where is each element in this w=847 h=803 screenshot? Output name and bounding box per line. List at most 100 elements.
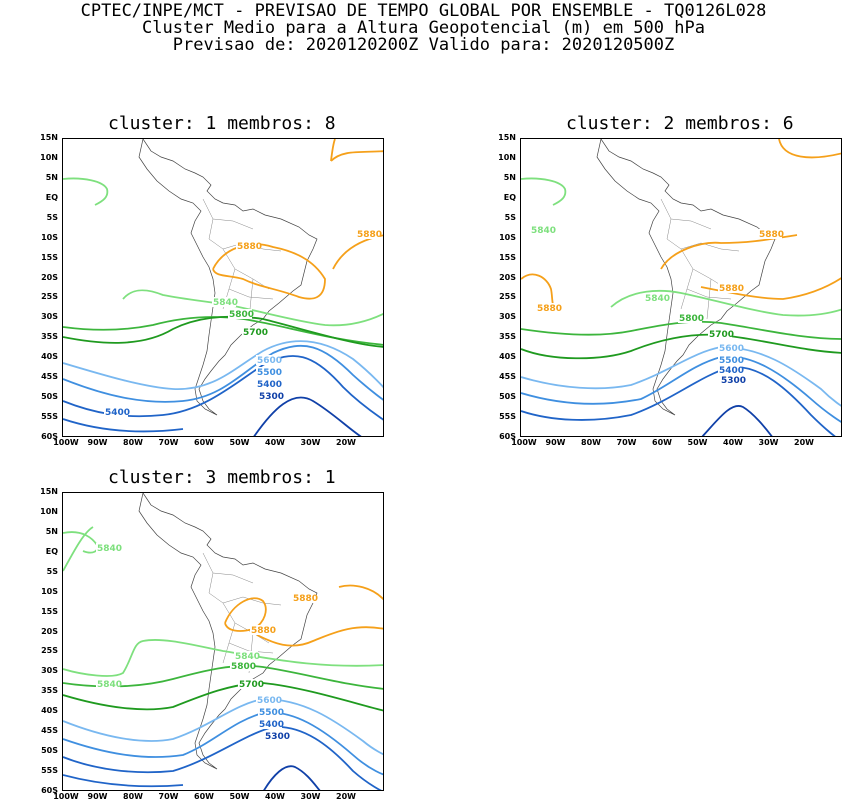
contour-label: 5880 bbox=[251, 626, 276, 636]
coastline bbox=[596, 139, 776, 416]
contour-label-bg bbox=[212, 297, 236, 307]
lon-tick-label: 40W bbox=[723, 438, 743, 447]
lat-tick-label: 10S bbox=[41, 586, 58, 596]
contour-label: 5840 bbox=[97, 544, 122, 554]
lon-tick-label: 50W bbox=[229, 438, 250, 447]
figure-header: CPTEC/INPE/MCT - PREVISAO DE TEMPO GLOBA… bbox=[0, 0, 847, 54]
lon-tick-label: 60W bbox=[194, 438, 214, 447]
contour-label-bg bbox=[96, 679, 120, 689]
lat-tick-label: 10S bbox=[41, 232, 58, 242]
contour-label-bg bbox=[718, 283, 742, 293]
lat-tick-label: 40S bbox=[499, 352, 516, 362]
contour-label-bg bbox=[230, 661, 254, 671]
lat-tick-label: EQ bbox=[45, 192, 58, 202]
contour-5800 bbox=[63, 665, 383, 690]
lat-tick-label: 20S bbox=[41, 626, 58, 636]
lat-tick-label: 45S bbox=[41, 726, 58, 736]
contour-label: 5880 bbox=[759, 230, 784, 240]
lat-tick-label: 10S bbox=[499, 232, 516, 242]
contour-label-bg bbox=[720, 375, 744, 385]
contour-5500 bbox=[63, 345, 383, 403]
panel-title: cluster: 3 membros: 1 bbox=[108, 467, 336, 488]
contour-label-bg bbox=[256, 367, 280, 377]
contour-5880b bbox=[660, 234, 798, 270]
lat-tick-label: 15N bbox=[40, 487, 58, 496]
contour-label: 5400 bbox=[719, 366, 744, 376]
contour-label: 5880 bbox=[719, 284, 744, 294]
contour-5880a bbox=[778, 139, 841, 159]
lat-tick-label: 55S bbox=[41, 766, 58, 776]
contour-label: 5400 bbox=[257, 380, 282, 390]
header-line-2: Cluster Medio para a Altura Geopotencial… bbox=[142, 18, 705, 38]
contour-5840b bbox=[63, 526, 94, 572]
map-frame: 5880 5840 5800 5700 5600 5500 5400 5300 5880 5840… bbox=[62, 492, 384, 791]
contour-label: 5600 bbox=[719, 344, 744, 354]
contour-5600 bbox=[63, 340, 383, 390]
lon-tick-label: 20W bbox=[794, 438, 814, 447]
lon-tick-label: 80W bbox=[123, 792, 143, 801]
lat-tick-label: 15N bbox=[498, 133, 516, 142]
panel-title: cluster: 1 membros: 8 bbox=[108, 113, 336, 134]
lon-tick-label: 100W bbox=[53, 438, 79, 447]
lon-tick-label: 90W bbox=[87, 438, 108, 447]
contour-label-bg bbox=[256, 695, 280, 705]
contour-5880c bbox=[256, 626, 383, 647]
contour-label: 5800 bbox=[231, 662, 256, 672]
contour-label: 5700 bbox=[239, 680, 264, 690]
contour-label: 5880 bbox=[293, 594, 318, 604]
lon-tick-label: 60W bbox=[194, 792, 214, 801]
contour-5840b bbox=[610, 289, 841, 317]
contour-label: 5300 bbox=[259, 392, 284, 402]
contour-5400b bbox=[63, 418, 184, 433]
contour-label-bg bbox=[644, 293, 668, 303]
contour-label-bg bbox=[228, 309, 252, 319]
contour-label-bg bbox=[236, 241, 260, 251]
lat-tick-label: 15S bbox=[41, 606, 58, 616]
lon-tick-label: 40W bbox=[265, 792, 285, 801]
contour-label-bg bbox=[256, 355, 280, 365]
lat-tick-label: 5N bbox=[45, 172, 58, 182]
lat-tick-label: 20S bbox=[499, 272, 516, 282]
lat-tick-label: 55S bbox=[499, 412, 516, 422]
lat-tick-label: 10N bbox=[498, 152, 516, 162]
lon-tick-label: 50W bbox=[687, 438, 708, 447]
lat-tick-label: 5S bbox=[46, 566, 58, 576]
contour-5300 bbox=[263, 765, 321, 790]
contour-label: 5840 bbox=[531, 226, 556, 236]
lat-tick-label: 60S bbox=[41, 786, 58, 795]
lat-tick-label: 50S bbox=[41, 746, 58, 756]
contour-label-bg bbox=[292, 593, 316, 603]
lat-tick-label: 50S bbox=[499, 392, 516, 402]
contour-map: 5880584058005700560055005400530058805840… bbox=[63, 493, 383, 790]
contour-label: 5500 bbox=[259, 708, 284, 718]
lat-tick-label: 35S bbox=[41, 332, 58, 342]
contour-5840c bbox=[63, 639, 383, 677]
contour-5300 bbox=[253, 396, 362, 436]
contour-label-bg bbox=[250, 625, 274, 635]
contour-label: 5800 bbox=[679, 314, 704, 324]
lat-tick-label: 5N bbox=[503, 172, 516, 182]
contour-label-bg bbox=[256, 379, 280, 389]
lon-tick-label: 70W bbox=[158, 438, 179, 447]
lon-tick-label: 20W bbox=[336, 438, 356, 447]
contour-label-bg bbox=[718, 365, 742, 375]
contour-label: 5800 bbox=[229, 310, 254, 320]
lon-tick-label: 30W bbox=[300, 438, 321, 447]
lon-tick-label: 100W bbox=[511, 438, 537, 447]
lon-tick-label: 50W bbox=[229, 792, 250, 801]
lon-tick-label: 70W bbox=[616, 438, 637, 447]
contour-5500 bbox=[521, 355, 841, 423]
lon-tick-label: 80W bbox=[123, 438, 143, 447]
lat-tick-label: 20S bbox=[41, 272, 58, 282]
lon-tick-label: 20W bbox=[336, 792, 356, 801]
header-line-1: CPTEC/INPE/MCT - PREVISAO DE TEMPO GLOBA… bbox=[80, 1, 767, 21]
header-line-3: Previsao de: 2020120200Z Valido para: 20… bbox=[172, 35, 675, 55]
contour-label: 5700 bbox=[243, 328, 268, 338]
contour-label: 5880 bbox=[237, 242, 262, 252]
lon-tick-label: 40W bbox=[265, 438, 285, 447]
contour-label: 5300 bbox=[265, 732, 290, 742]
lat-tick-label: EQ bbox=[503, 192, 516, 202]
contour-5880a bbox=[330, 139, 383, 162]
contour-label-bg bbox=[96, 543, 120, 553]
lon-tick-label: 90W bbox=[545, 438, 566, 447]
